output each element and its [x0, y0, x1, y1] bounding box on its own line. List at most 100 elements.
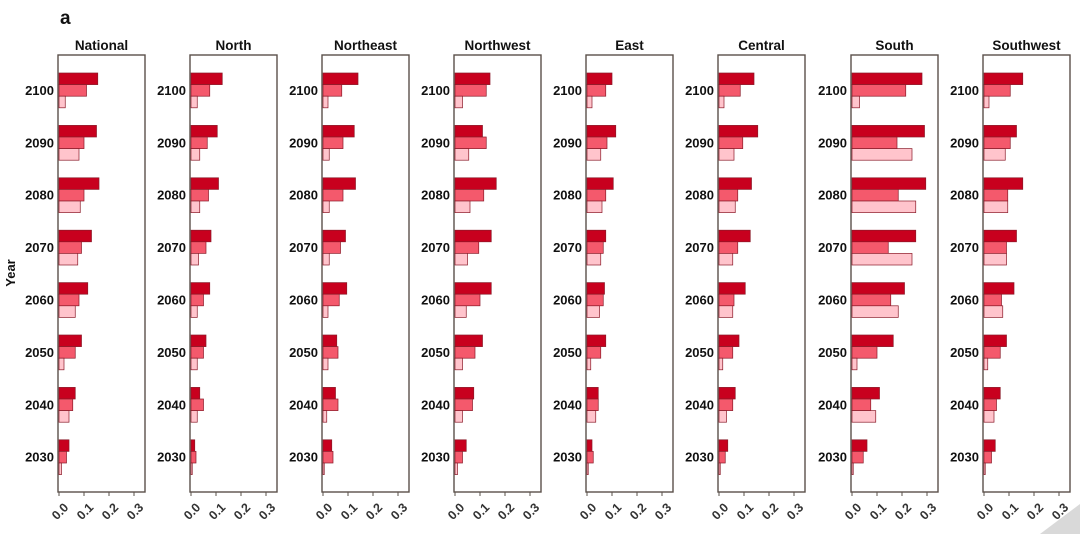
bar [983, 148, 1006, 161]
bar [718, 189, 739, 202]
panel-frame [453, 54, 542, 493]
bar [58, 398, 74, 411]
bar [718, 357, 724, 371]
bar [851, 282, 905, 295]
bar [454, 346, 476, 359]
bar [58, 136, 85, 149]
x-tick-label: 0.3 [388, 500, 410, 522]
x-tick-label: 0.0 [181, 500, 203, 522]
panel-frame [850, 54, 939, 493]
bar [851, 293, 892, 307]
bar [322, 305, 329, 318]
bar [718, 253, 734, 266]
bar [983, 398, 997, 411]
bar [586, 451, 594, 464]
y-tick-label: 2090 [421, 135, 450, 150]
bar [983, 282, 1015, 295]
y-tick-label: 2040 [685, 397, 714, 412]
y-tick-label: 2040 [421, 397, 450, 412]
bar [851, 95, 860, 109]
bar [454, 398, 473, 411]
bar [983, 293, 1002, 307]
bar [718, 305, 734, 318]
y-tick-label: 2050 [950, 345, 979, 360]
panel-frame [717, 54, 806, 493]
bar [190, 95, 198, 109]
bar [586, 387, 599, 400]
bar [322, 72, 359, 85]
y-tick-label: 2040 [25, 397, 54, 412]
y-tick-label: 2100 [685, 83, 714, 98]
y-tick-label: 2050 [818, 345, 847, 360]
y-tick-label: 2070 [685, 240, 714, 255]
bar [718, 334, 740, 347]
x-tick-label: 0.1 [470, 500, 492, 522]
bar [718, 398, 734, 411]
x-tick-label: 0.1 [74, 500, 96, 522]
y-tick-label: 2080 [25, 188, 54, 203]
y-tick-label: 2030 [818, 450, 847, 465]
bar [322, 293, 340, 307]
bar [190, 334, 207, 347]
y-tick-label: 2050 [685, 345, 714, 360]
bar [586, 136, 608, 149]
facet-title: Northwest [464, 38, 531, 53]
bar [718, 125, 759, 138]
bar [983, 95, 990, 109]
y-tick-label: 2040 [553, 397, 582, 412]
bar [983, 136, 1011, 149]
bar [58, 241, 82, 254]
bar [851, 305, 899, 318]
bar [851, 439, 868, 452]
bar [58, 282, 89, 295]
y-tick-label: 2080 [157, 188, 186, 203]
bar [851, 253, 913, 266]
y-tick-label: 2030 [157, 450, 186, 465]
bar [58, 410, 70, 423]
y-tick-label: 2050 [157, 345, 186, 360]
bar [58, 148, 80, 161]
y-tick-label: 2090 [553, 135, 582, 150]
bar [190, 357, 198, 371]
y-tick-label: 2080 [818, 188, 847, 203]
y-tick-label: 2070 [289, 240, 318, 255]
facet-title: Central [738, 38, 785, 53]
x-tick-label: 0.0 [313, 500, 335, 522]
bar [454, 200, 471, 213]
bar [58, 189, 85, 202]
bar [851, 387, 880, 400]
bar [190, 439, 196, 452]
y-tick-label: 2050 [289, 345, 318, 360]
x-tick-label: 0.3 [124, 500, 146, 522]
bar [454, 177, 497, 190]
bar [454, 241, 480, 254]
bar [190, 136, 208, 149]
bar [58, 125, 97, 138]
y-tick-label: 2080 [289, 188, 318, 203]
bar [322, 387, 336, 400]
bar [851, 398, 872, 411]
y-tick-label: 2060 [25, 293, 54, 308]
x-tick-label: 0.1 [867, 500, 889, 522]
bar [586, 125, 617, 138]
bar [983, 229, 1017, 243]
y-tick-label: 2060 [818, 293, 847, 308]
bar [58, 200, 81, 213]
y-tick-label: 2030 [685, 450, 714, 465]
bar [851, 200, 917, 213]
bar [322, 125, 355, 138]
bar [586, 357, 592, 371]
bar [586, 346, 602, 359]
bar [454, 293, 481, 307]
bar [322, 439, 333, 452]
x-tick-label: 0.0 [842, 500, 864, 522]
bar [586, 200, 603, 213]
bar [718, 72, 755, 85]
bar [851, 357, 858, 371]
bar [190, 451, 197, 464]
bar [454, 462, 458, 475]
bar [58, 229, 92, 243]
bar [454, 305, 467, 318]
y-tick-label: 2030 [950, 450, 979, 465]
